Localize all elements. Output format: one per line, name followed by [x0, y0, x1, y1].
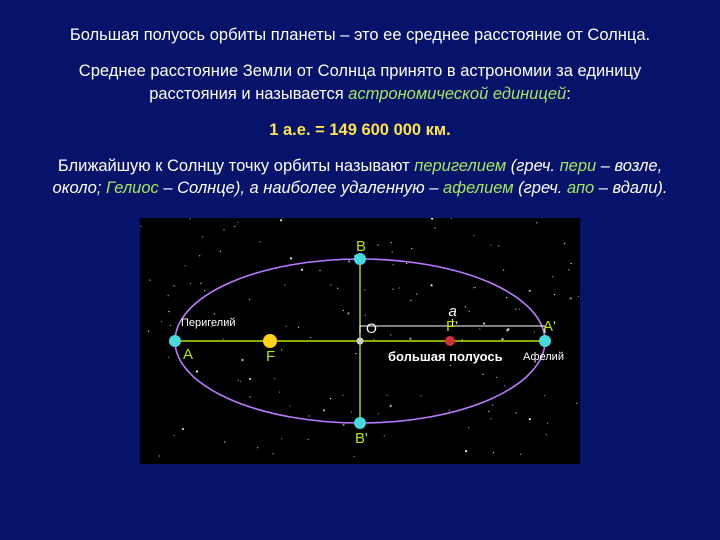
svg-text:A: A: [183, 346, 193, 363]
paragraph-1: Большая полуось орбиты планеты – это ее …: [34, 24, 686, 46]
orbit-svg: A A' B B' F F' Oa большая полуось: [140, 218, 580, 464]
p3-helios: Гелиос: [106, 179, 159, 197]
paragraph-2: Среднее расстояние Земли от Солнца приня…: [34, 60, 686, 105]
svg-text:B': B': [355, 430, 368, 447]
p3-perihelion: перигелием: [414, 157, 506, 175]
p3-a: Ближайшую к Солнцу точку орбиты называют: [58, 157, 414, 175]
svg-text:A': A': [543, 318, 556, 335]
p3-e: (греч.: [514, 179, 567, 197]
p3-b: (греч.: [506, 157, 559, 175]
svg-text:B: B: [356, 238, 366, 255]
svg-text:a: a: [449, 303, 457, 320]
orbit-diagram: A A' B B' F F' Oa большая полуось Перигелий Афели…: [140, 218, 580, 464]
label-perihelion: Перигелий: [181, 317, 236, 329]
p3-peri: пери: [560, 157, 597, 175]
p3-aphelion: афелием: [443, 179, 514, 197]
au-text: 1 а.е. = 149 600 000 км.: [269, 121, 450, 139]
svg-text:F': F': [446, 318, 458, 335]
label-aphelion: Афелий: [523, 351, 564, 363]
p3-f: – вдали).: [594, 179, 667, 197]
p3-apo: апо: [567, 179, 594, 197]
svg-text:большая полуось: большая полуось: [388, 349, 503, 364]
p2-c: :: [566, 85, 571, 103]
diagram-wrap: A A' B B' F F' Oa большая полуось Перигелий Афели…: [34, 218, 686, 530]
p3-d: – Солнце), а наиболее удаленную –: [159, 179, 443, 197]
au-value: 1 а.е. = 149 600 000 км.: [34, 119, 686, 141]
svg-text:F: F: [266, 348, 275, 365]
svg-text:O: O: [366, 320, 377, 336]
paragraph-3: Ближайшую к Солнцу точку орбиты называют…: [34, 155, 686, 200]
astronomy-slide: Большая полуось орбиты планеты – это ее …: [0, 0, 720, 540]
p2-term: астрономической единицей: [348, 85, 566, 103]
